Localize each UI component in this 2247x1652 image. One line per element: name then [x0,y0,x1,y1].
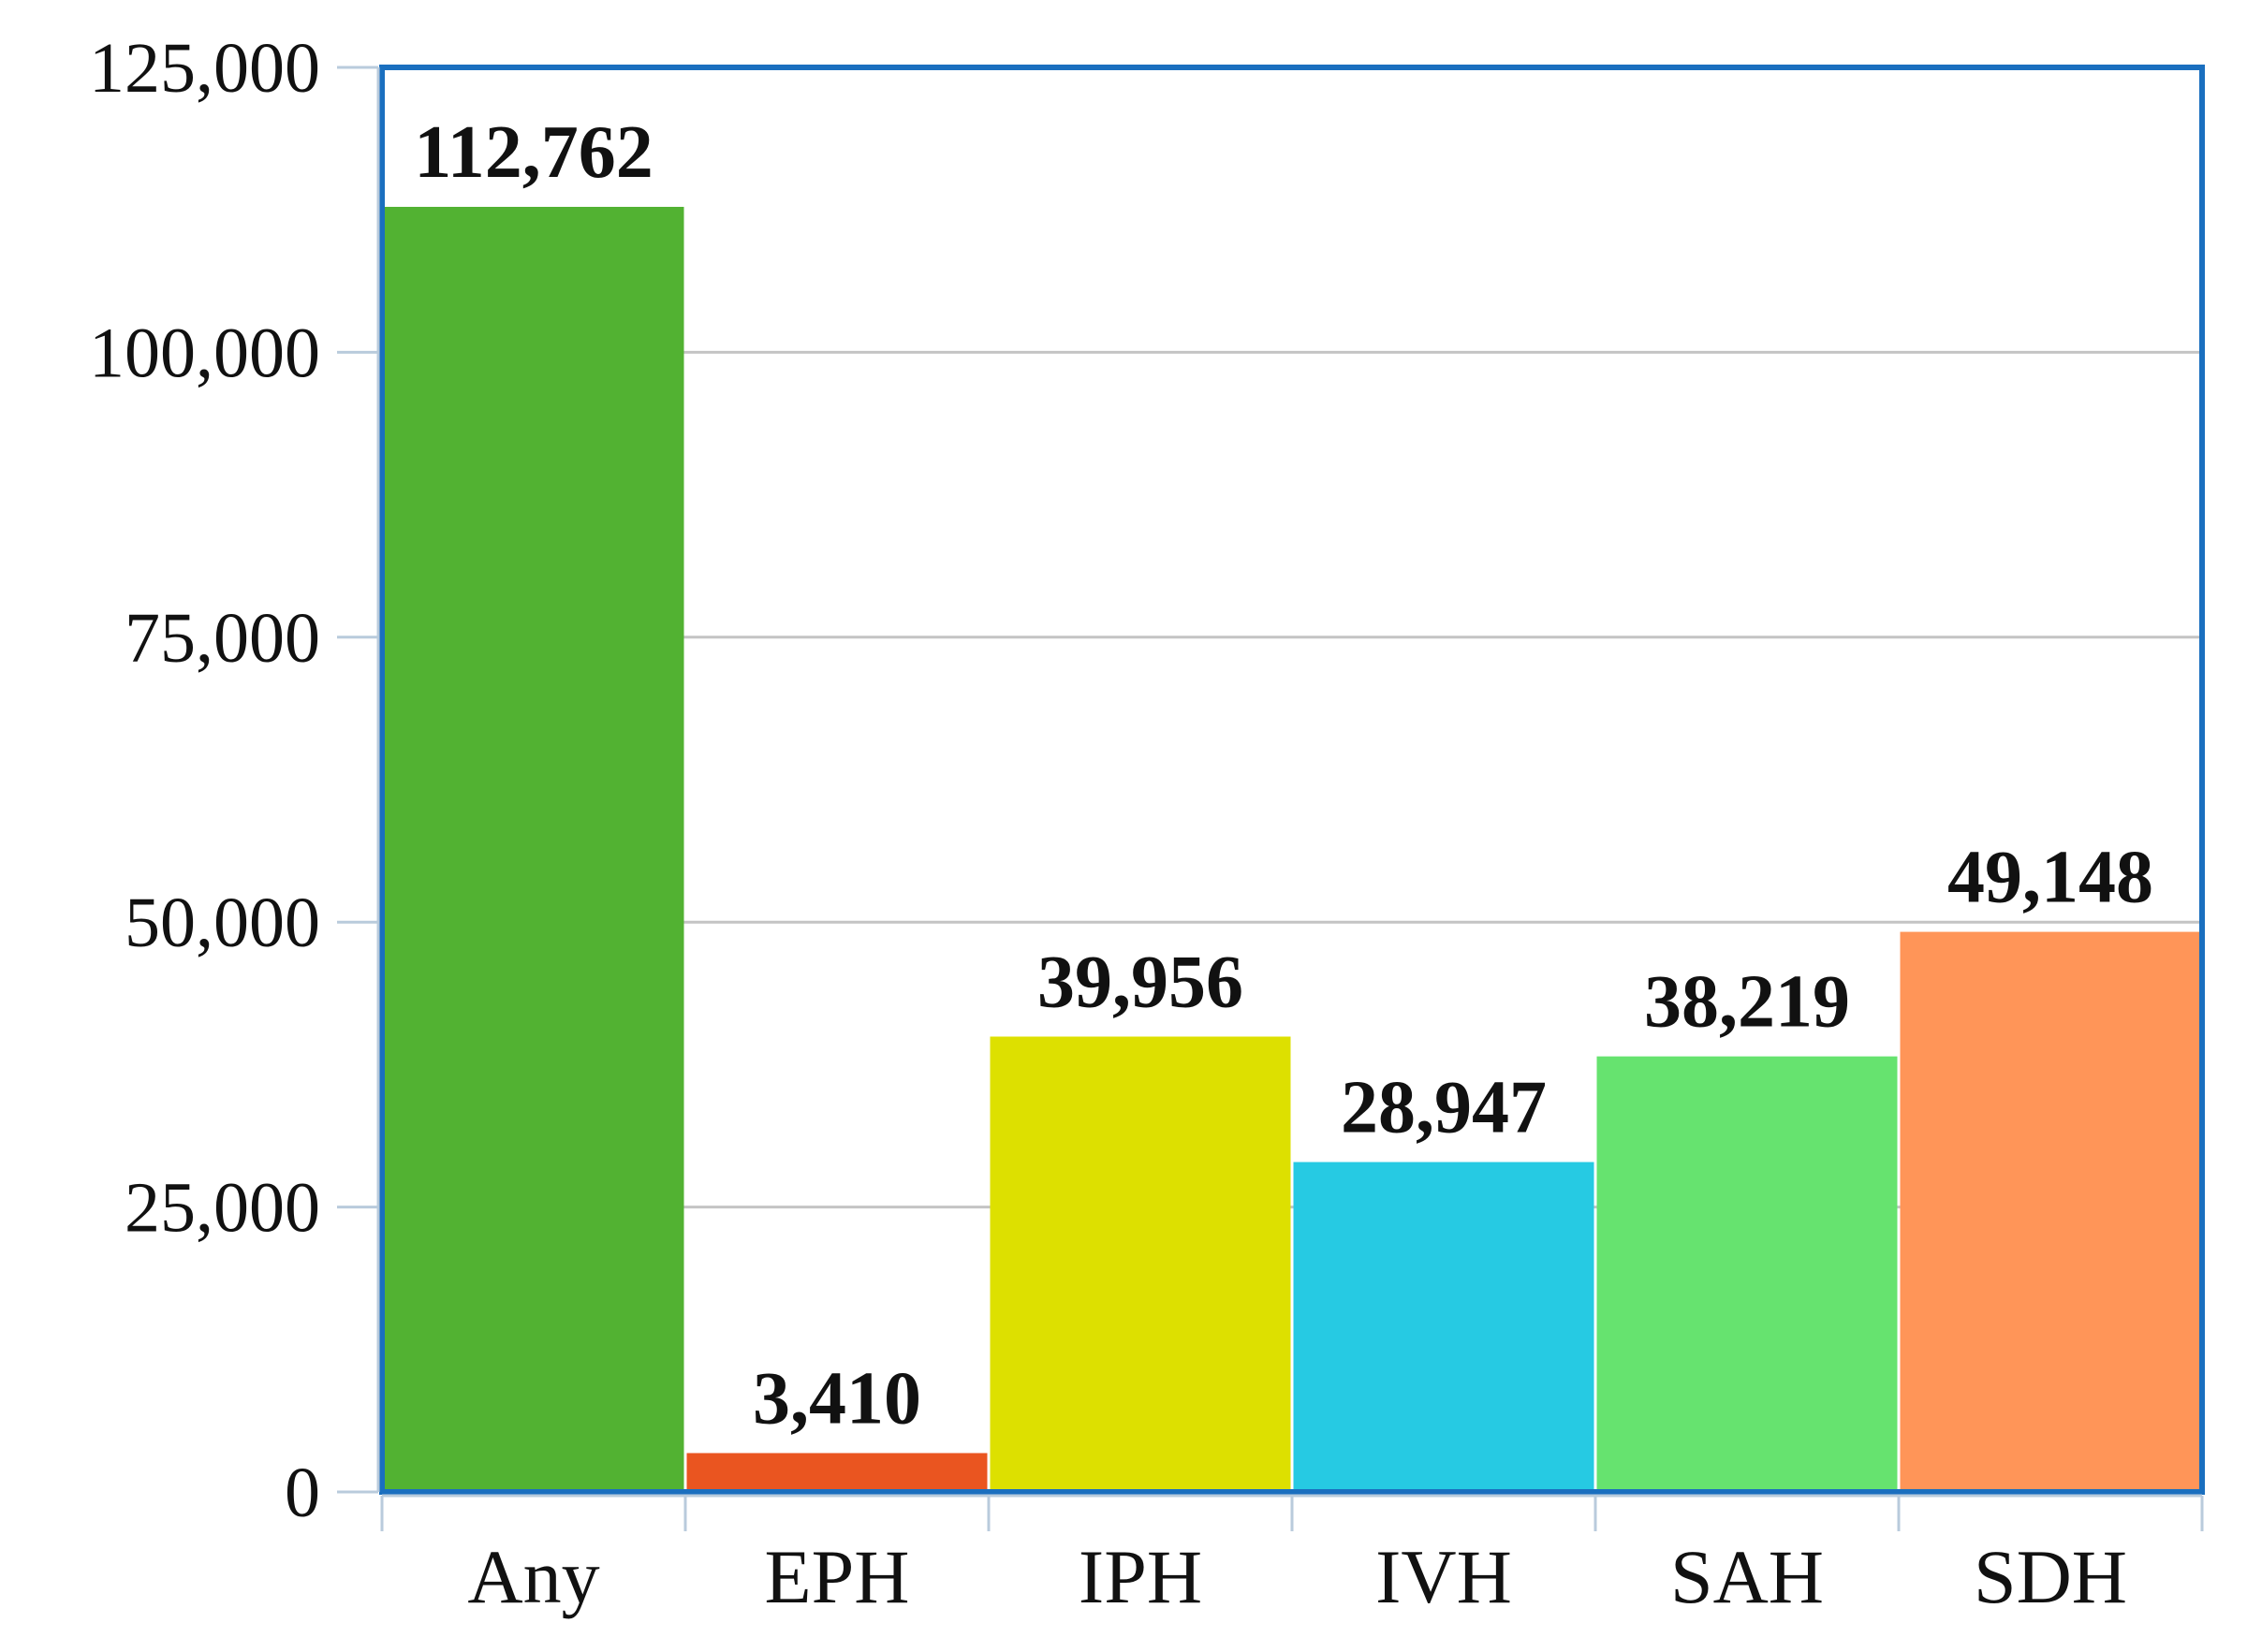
gridlines [382,350,2202,1209]
data-labels: 112,762 3,410 39,956 28,947 38,219 49,148 [414,111,2153,1440]
data-label: 49,148 [1947,837,2153,919]
plot-frame-border [379,65,2205,1495]
x-tick-label: SDH [1974,1534,2127,1619]
data-label: 112,762 [414,111,654,194]
bar-sdh [1900,931,2202,1492]
axes: 0 25,000 50,000 75,000 100,000 125,000 Any EPH I… [89,29,2204,1619]
y-tick-label: 25,000 [125,1169,320,1248]
x-tick-label: Any [467,1534,599,1619]
plot-frame [379,65,2205,1495]
bar-iph [990,1036,1291,1492]
bar-any [382,207,684,1492]
bar-eph [686,1453,988,1492]
bar-ivh [1293,1162,1594,1492]
bars [382,207,2202,1492]
data-label: 3,410 [753,1357,921,1440]
y-tick-label: 0 [285,1454,320,1532]
data-label: 38,219 [1644,961,1850,1044]
y-tick-label: 50,000 [125,884,320,962]
y-tick-label: 125,000 [89,29,320,108]
bar-sah [1596,1056,1898,1492]
y-tick-label: 100,000 [89,314,320,392]
x-tick-label: IPH [1079,1534,1202,1619]
data-label: 28,947 [1341,1067,1547,1149]
x-tick-label: IVH [1375,1534,1512,1619]
x-tick-label: SAH [1670,1534,1824,1619]
data-label: 39,956 [1037,941,1243,1023]
y-tick-label: 75,000 [125,599,320,678]
x-tick-label: EPH [765,1534,910,1619]
